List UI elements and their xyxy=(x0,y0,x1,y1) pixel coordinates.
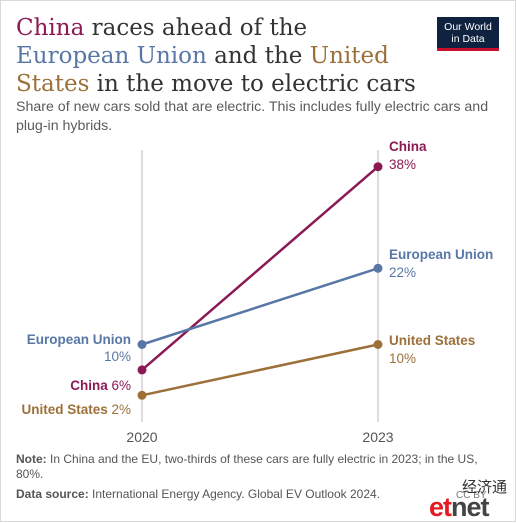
logo-line-2: in Data xyxy=(451,33,485,45)
series-line-european-union[interactable] xyxy=(141,267,379,346)
data-point-united-states[interactable] xyxy=(373,340,383,349)
x-tick-label: 2020 xyxy=(126,429,157,445)
data-point-united-states[interactable] xyxy=(137,390,147,400)
data-point-china[interactable] xyxy=(137,365,147,375)
data-point-china[interactable] xyxy=(373,162,383,172)
data-label-china-2020: China 6% xyxy=(70,378,131,393)
series-label-china: China xyxy=(389,140,427,154)
title-part-3: in the move to electric cars xyxy=(89,71,416,97)
title-us: United States xyxy=(16,43,389,97)
owid-logo[interactable]: Our World in Data xyxy=(437,17,499,51)
title-eu: European Union xyxy=(16,43,207,69)
data-point-european-union[interactable] xyxy=(373,263,383,273)
series-line-china[interactable] xyxy=(141,165,379,371)
license-label: CC BY xyxy=(456,490,487,501)
title-part-1: races ahead of the xyxy=(84,15,308,41)
watermark-logo: etnet xyxy=(429,492,490,523)
title-china: China xyxy=(16,15,85,41)
series-label-eu: European Union xyxy=(389,247,493,262)
chart-subtitle: Share of new cars sold that are electric… xyxy=(16,99,489,134)
watermark-logo-a: et xyxy=(429,492,452,522)
chart-note: Note: In China and the EU, two-thirds of… xyxy=(16,452,496,482)
logo-line-1: Our World xyxy=(444,21,492,33)
data-label-us-2020: United States 2% xyxy=(21,402,131,417)
series-label-us: United States xyxy=(389,333,475,348)
x-tick-label: 2023 xyxy=(362,429,393,445)
source-label: Data source: xyxy=(16,487,89,501)
series-label-eu-start: European Union xyxy=(27,332,131,347)
source-text: International Energy Agency. Global EV O… xyxy=(88,487,380,501)
slope-chart: 2020 2023 China 38% European Union 22% United … xyxy=(21,140,493,445)
title-part-2: and the xyxy=(206,43,310,69)
watermark-chinese: 经济通 xyxy=(462,479,508,496)
data-label-eu-2023: 22% xyxy=(389,265,416,280)
data-label-eu-2020: 10% xyxy=(104,349,131,364)
chart-title: China races ahead of the European Union … xyxy=(16,14,416,98)
watermark-logo-b: net xyxy=(451,492,489,522)
data-label-us-2023: 10% xyxy=(389,351,416,366)
series-line-united-states[interactable] xyxy=(141,343,379,397)
note-text: In China and the EU, two-thirds of these… xyxy=(16,452,478,481)
data-point-european-union[interactable] xyxy=(137,340,147,349)
note-label: Note: xyxy=(16,452,47,466)
data-label-china-2023: 38% xyxy=(389,157,416,172)
chart-source: Data source: International Energy Agency… xyxy=(16,487,436,502)
